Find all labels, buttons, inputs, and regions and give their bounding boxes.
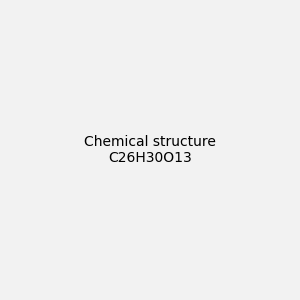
Text: Chemical structure
C26H30O13: Chemical structure C26H30O13 [84,135,216,165]
